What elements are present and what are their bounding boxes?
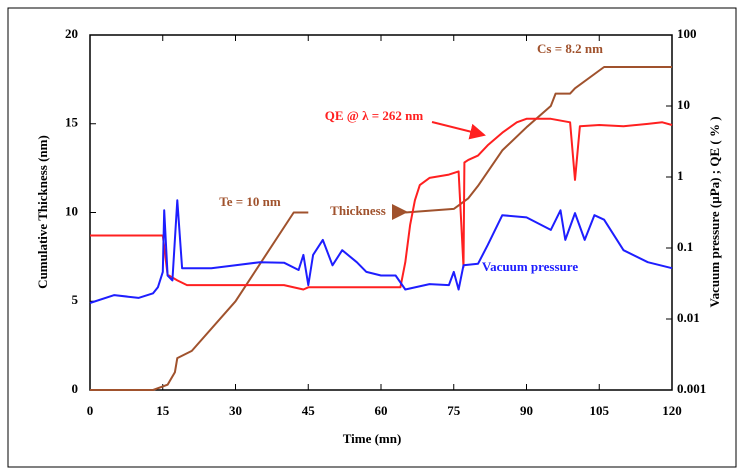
y2-tick-label: 0.01 (677, 310, 700, 325)
annotation: Thickness (330, 203, 386, 218)
x-tick-label: 0 (87, 403, 94, 418)
annotation: QE @ λ = 262 nm (325, 108, 424, 123)
x-tick-label: 15 (156, 403, 170, 418)
x-tick-label: 120 (662, 403, 682, 418)
y2-tick-label: 100 (677, 26, 697, 41)
annotation: Vacuum pressure (482, 259, 578, 274)
annotation-arrow (431, 121, 486, 140)
y2-tick-label: 0.001 (677, 381, 706, 396)
x-tick-label: 45 (302, 403, 316, 418)
x-tick-label: 105 (590, 403, 610, 418)
outer-frame (7, 7, 737, 468)
y2-tick-label: 10 (677, 97, 690, 112)
series-line (90, 211, 309, 391)
x-tick-label: 75 (447, 403, 461, 418)
x-tick-label: 60 (375, 403, 388, 418)
y-tick-label: 5 (72, 292, 79, 307)
series-line (89, 199, 673, 304)
annotation: Te = 10 nm (219, 194, 281, 209)
y-tick-label: 0 (72, 381, 79, 396)
y2-tick-label: 1 (677, 168, 684, 183)
x-tick-label: 90 (520, 403, 533, 418)
y-tick-label: 20 (65, 26, 78, 41)
y2-tick-label: 0.1 (677, 239, 693, 254)
annotation: Cs = 8.2 nm (537, 41, 603, 56)
series-line (405, 66, 672, 214)
y-axis-label: Cumulative Thickness (nm) (35, 135, 50, 289)
x-tick-label: 30 (229, 403, 242, 418)
x-axis-label: Time (mn) (343, 431, 402, 446)
y-tick-label: 10 (65, 203, 78, 218)
series-line (90, 117, 673, 291)
y2-axis-label: Vacuum pressure (µPa) ; QE ( % ) (707, 116, 722, 307)
y-tick-label: 15 (65, 115, 79, 130)
